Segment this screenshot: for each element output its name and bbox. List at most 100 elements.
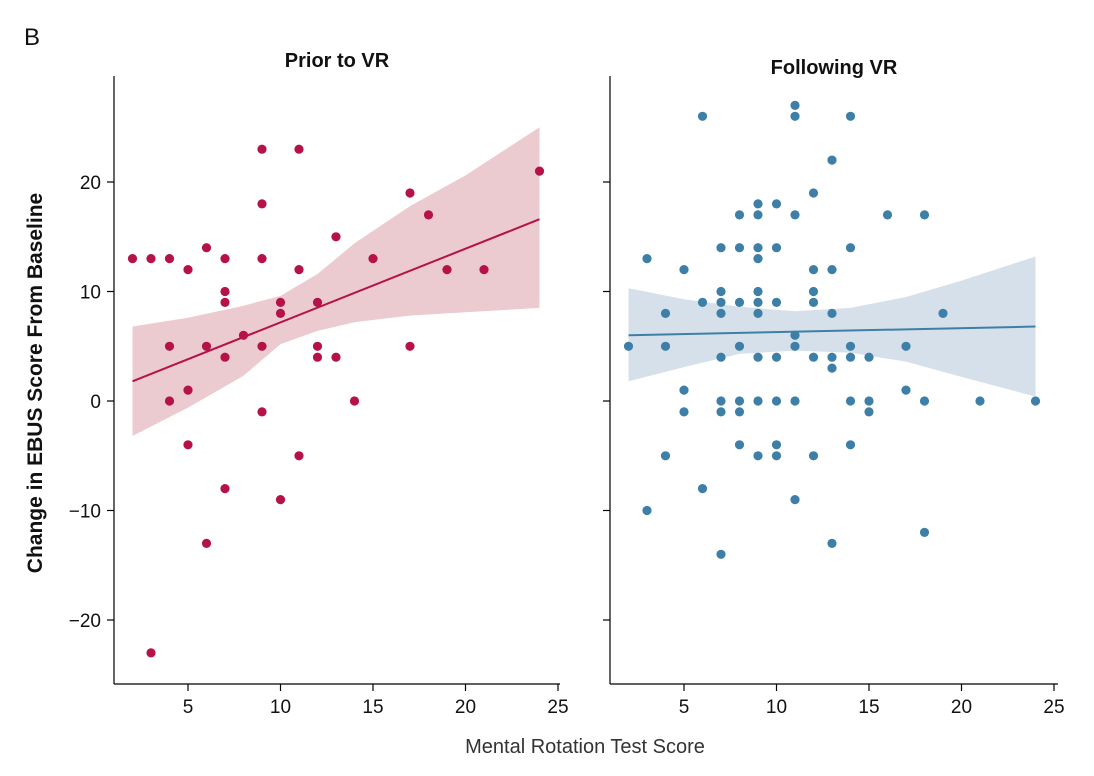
data-point	[679, 385, 689, 395]
data-point	[716, 407, 726, 417]
data-point	[771, 243, 782, 253]
data-point	[882, 210, 893, 220]
data-point	[294, 265, 304, 275]
data-point	[183, 265, 193, 275]
data-point	[423, 210, 434, 220]
confidence-band	[628, 256, 1036, 397]
data-point	[294, 451, 304, 461]
data-point	[697, 111, 708, 121]
data-point	[1030, 396, 1041, 406]
data-point	[679, 407, 689, 417]
data-point	[845, 111, 856, 121]
data-point	[201, 538, 212, 549]
y-tick-label: −10	[69, 502, 101, 523]
data-point	[919, 210, 930, 220]
x-tick-label: 25	[547, 697, 568, 718]
data-point	[771, 440, 782, 450]
data-point	[790, 111, 800, 121]
data-point	[294, 144, 304, 154]
data-point	[275, 308, 286, 318]
data-point	[183, 440, 193, 450]
data-point	[697, 484, 708, 494]
data-point	[183, 385, 193, 395]
data-point	[753, 254, 763, 264]
data-point	[479, 265, 489, 275]
data-point	[257, 144, 267, 154]
confidence-band	[132, 127, 540, 437]
data-point	[808, 286, 819, 297]
data-point	[164, 396, 175, 406]
data-point	[716, 308, 726, 318]
y-tick-label: 20	[80, 173, 101, 194]
data-point	[845, 440, 856, 450]
data-point	[790, 330, 800, 340]
data-point	[753, 199, 763, 209]
x-tick-label: 20	[455, 697, 476, 718]
data-point	[975, 396, 985, 406]
data-point	[331, 352, 341, 362]
data-point	[642, 254, 652, 264]
x-tick-label: 10	[270, 697, 291, 718]
data-point	[716, 297, 726, 307]
data-point	[220, 352, 230, 362]
data-point	[938, 308, 948, 318]
data-point	[312, 297, 323, 307]
data-point	[201, 341, 212, 351]
data-point	[368, 254, 378, 264]
data-point	[771, 352, 782, 362]
data-point	[405, 341, 415, 351]
data-point	[827, 538, 837, 549]
data-point	[771, 199, 782, 209]
data-point	[827, 265, 837, 275]
data-point	[919, 396, 930, 406]
x-ticks: 5 10 15 20 25	[183, 684, 569, 718]
data-point	[845, 341, 856, 351]
data-point	[734, 243, 745, 253]
data-point	[734, 440, 745, 450]
data-point	[716, 396, 726, 406]
data-point	[753, 308, 763, 318]
data-point	[753, 352, 763, 362]
data-point	[827, 308, 837, 318]
data-point	[201, 243, 212, 253]
x-tick-label: 5	[183, 697, 194, 718]
data-point	[716, 352, 726, 362]
data-point	[734, 396, 745, 406]
data-point	[534, 166, 545, 176]
data-point	[220, 484, 230, 494]
data-point	[623, 341, 634, 351]
data-point	[220, 286, 230, 297]
scatter-points	[127, 144, 545, 658]
data-point	[275, 495, 286, 505]
data-point	[331, 232, 341, 242]
data-point	[808, 265, 819, 275]
scatter-points	[623, 100, 1041, 559]
panel-prior-to-vr: Prior to VR 5 10 15 20 25 −20 −10 0 10 20	[69, 50, 569, 718]
data-point	[405, 188, 415, 198]
data-point	[790, 396, 800, 406]
data-point	[312, 341, 323, 351]
data-point	[771, 451, 782, 461]
y-ticks: −20 −10 0 10 20	[69, 173, 114, 632]
data-point	[734, 407, 745, 417]
data-point	[257, 407, 267, 417]
x-tick-label: 20	[951, 697, 972, 718]
data-point	[753, 286, 763, 297]
data-point	[808, 451, 819, 461]
data-point	[753, 297, 763, 307]
data-point	[312, 352, 323, 362]
data-point	[864, 407, 874, 417]
data-point	[753, 243, 763, 253]
data-point	[901, 385, 911, 395]
panel-letter: B	[24, 24, 40, 51]
y-tick-label: 10	[80, 283, 101, 304]
x-ticks: 5 10 15 20 25	[679, 684, 1065, 718]
data-point	[642, 505, 652, 516]
data-point	[660, 341, 671, 351]
data-point	[734, 341, 745, 351]
x-tick-label: 15	[858, 697, 879, 718]
data-point	[220, 254, 230, 264]
data-point	[146, 254, 156, 264]
data-point	[697, 297, 708, 307]
